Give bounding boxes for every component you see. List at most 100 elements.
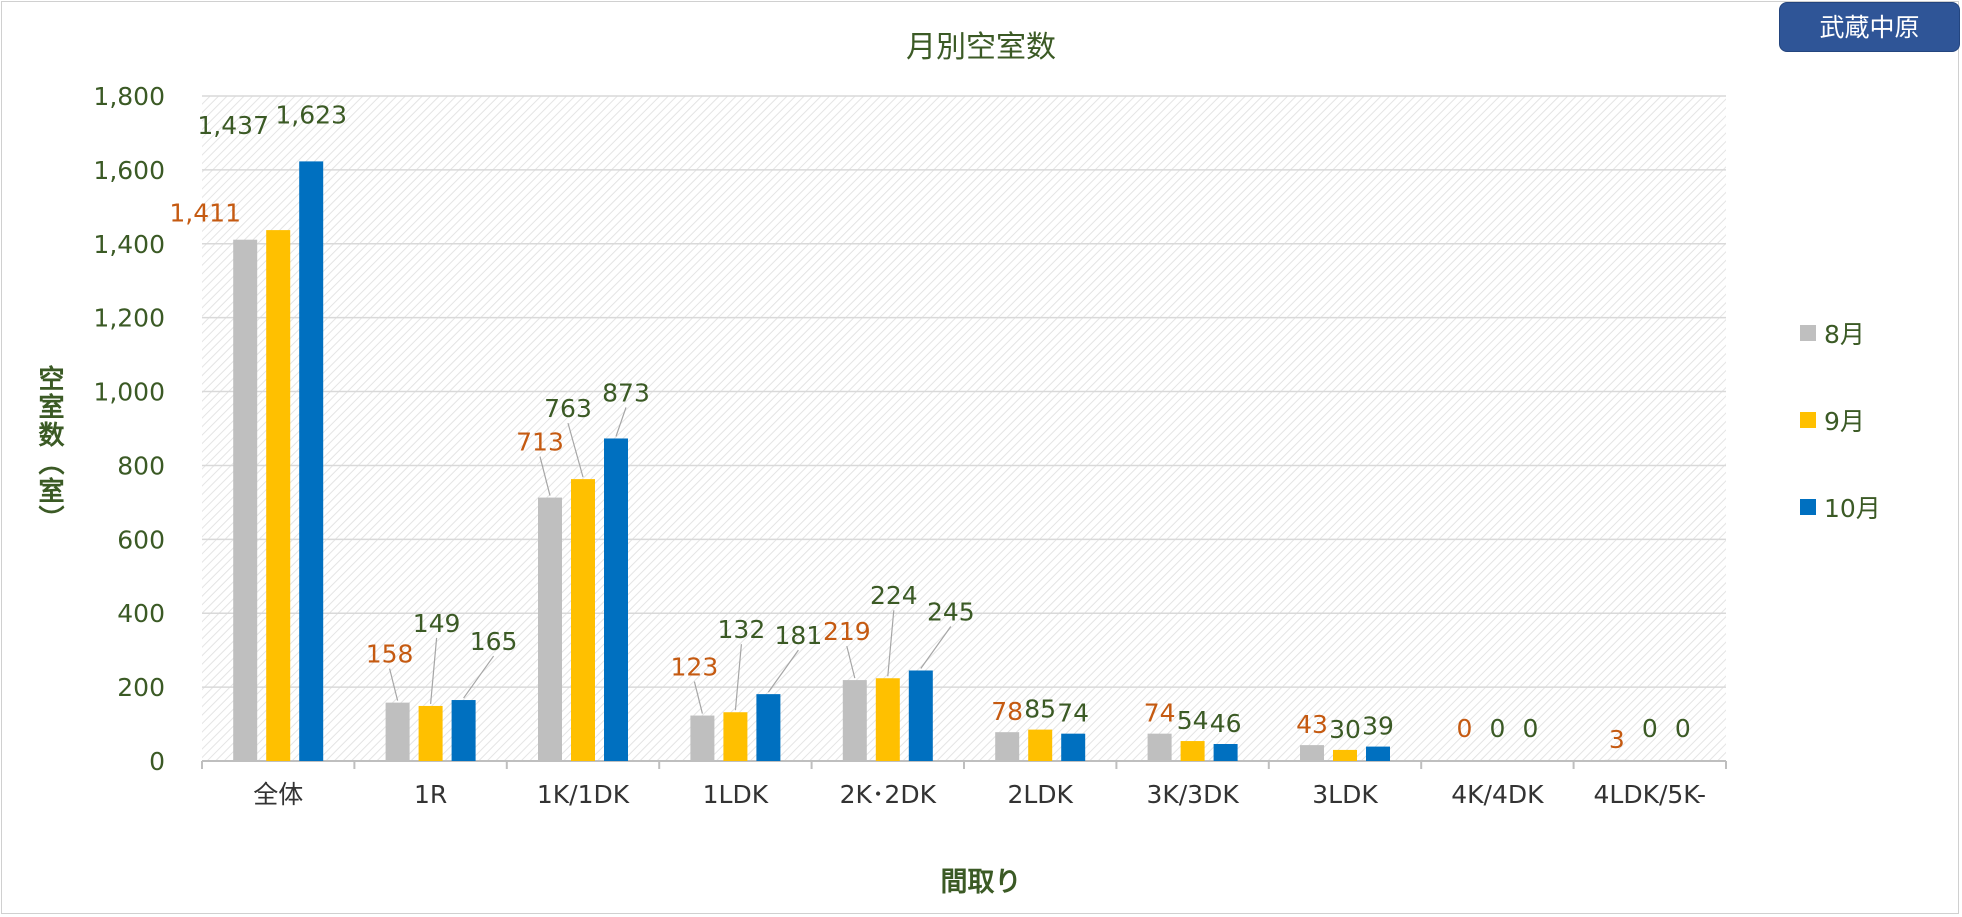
x-tick-label: 4LDK/5K- — [1593, 780, 1706, 809]
data-label: 39 — [1362, 712, 1394, 741]
bar — [1147, 733, 1172, 761]
y-tick-label: 1,400 — [93, 230, 165, 259]
bar — [690, 715, 715, 761]
label-leader — [389, 668, 399, 701]
data-label: 85 — [1024, 695, 1056, 724]
label-leader — [846, 645, 856, 679]
y-tick-label: 800 — [117, 451, 165, 480]
bar — [385, 702, 410, 761]
label-leader — [430, 637, 438, 705]
station-badge[interactable]: 武蔵中原 — [1779, 2, 1960, 52]
legend-label-aug: 8月 — [1824, 320, 1865, 349]
data-label: 158 — [366, 640, 414, 669]
x-tick-label: 全体 — [253, 780, 303, 809]
x-tick-label: 2K･2DK — [840, 780, 937, 809]
bar — [266, 230, 291, 761]
y-axis-label: 空室数（室） — [34, 365, 64, 533]
bar — [233, 239, 258, 762]
data-label: 3 — [1609, 725, 1625, 754]
bar — [1213, 744, 1238, 761]
data-label: 224 — [870, 581, 918, 610]
y-tick-label: 1,800 — [93, 82, 165, 111]
data-label: 123 — [671, 653, 719, 682]
x-tick-label: 1R — [414, 780, 447, 809]
data-label: 713 — [516, 428, 564, 457]
y-tick-label: 1,600 — [93, 156, 165, 185]
data-label: 78 — [991, 697, 1023, 726]
data-label: 43 — [1296, 710, 1328, 739]
legend-label-oct: 10月 — [1824, 494, 1881, 523]
label-leader — [693, 681, 703, 714]
legend-item-oct: 10月 — [1800, 487, 1881, 527]
data-label: 181 — [775, 621, 823, 650]
legend-swatch-aug — [1800, 325, 1816, 341]
bar — [1028, 729, 1053, 761]
bar — [875, 678, 900, 761]
label-leader — [463, 655, 495, 699]
bar — [842, 680, 867, 761]
bar — [538, 497, 562, 761]
data-label: 46 — [1210, 709, 1242, 738]
data-label: 74 — [1144, 699, 1176, 728]
bar — [756, 694, 781, 761]
legend-swatch-sep — [1800, 412, 1816, 428]
data-label: 74 — [1057, 699, 1089, 728]
data-label: 54 — [1177, 706, 1209, 735]
data-label: 0 — [1456, 714, 1472, 743]
label-leader — [567, 422, 584, 478]
chart-title: 月別空室数 — [906, 30, 1056, 65]
y-tick-label: 200 — [117, 673, 165, 702]
bar — [1366, 746, 1390, 761]
x-tick-label: 2LDK — [1007, 780, 1073, 809]
data-label: 30 — [1329, 715, 1361, 744]
legend-item-aug: 8月 — [1800, 313, 1865, 353]
y-tick-label: 1,200 — [93, 304, 165, 333]
bar — [418, 705, 443, 761]
label-leader — [734, 644, 742, 711]
bar — [604, 438, 628, 761]
legend-swatch-oct — [1800, 499, 1816, 515]
data-label: 1,437 — [197, 111, 269, 140]
bar — [908, 670, 933, 761]
legend-label-sep: 9月 — [1824, 407, 1865, 436]
bar — [1604, 759, 1629, 761]
y-tick-label: 400 — [117, 599, 165, 628]
x-tick-label: 1K/1DK — [537, 780, 630, 809]
data-label: 0 — [1489, 714, 1505, 743]
plot-area — [202, 96, 1726, 761]
data-label: 132 — [718, 615, 766, 644]
data-label: 219 — [823, 617, 871, 646]
bar — [571, 479, 595, 761]
label-leader — [539, 456, 551, 496]
legend-item-sep: 9月 — [1800, 400, 1865, 440]
data-label: 165 — [470, 627, 518, 656]
data-label: 245 — [927, 597, 975, 626]
data-label: 763 — [544, 394, 592, 423]
data-label: 149 — [413, 609, 461, 638]
data-label: 873 — [602, 378, 650, 407]
x-tick-label: 3LDK — [1312, 780, 1378, 809]
data-label: 0 — [1522, 714, 1538, 743]
x-tick-label: 3K/3DK — [1146, 780, 1239, 809]
label-leader — [920, 626, 952, 669]
bar — [299, 161, 324, 761]
y-tick-label: 1,000 — [93, 378, 165, 407]
data-label: 1,623 — [275, 100, 347, 129]
data-label: 0 — [1675, 714, 1691, 743]
x-tick-label: 4K/4DK — [1451, 780, 1544, 809]
label-leader — [887, 610, 895, 677]
label-leader — [767, 649, 799, 693]
data-label: 1,411 — [169, 199, 241, 228]
bar — [1333, 749, 1357, 761]
data-label: 0 — [1642, 714, 1658, 743]
x-tick-label: 1LDK — [703, 780, 769, 809]
label-leader — [615, 407, 627, 437]
bar — [451, 700, 476, 761]
y-tick-label: 0 — [149, 747, 165, 776]
x-axis-label: 間取り — [940, 867, 1022, 898]
bar — [723, 712, 748, 761]
bar — [1180, 741, 1205, 761]
bar — [1061, 733, 1086, 761]
